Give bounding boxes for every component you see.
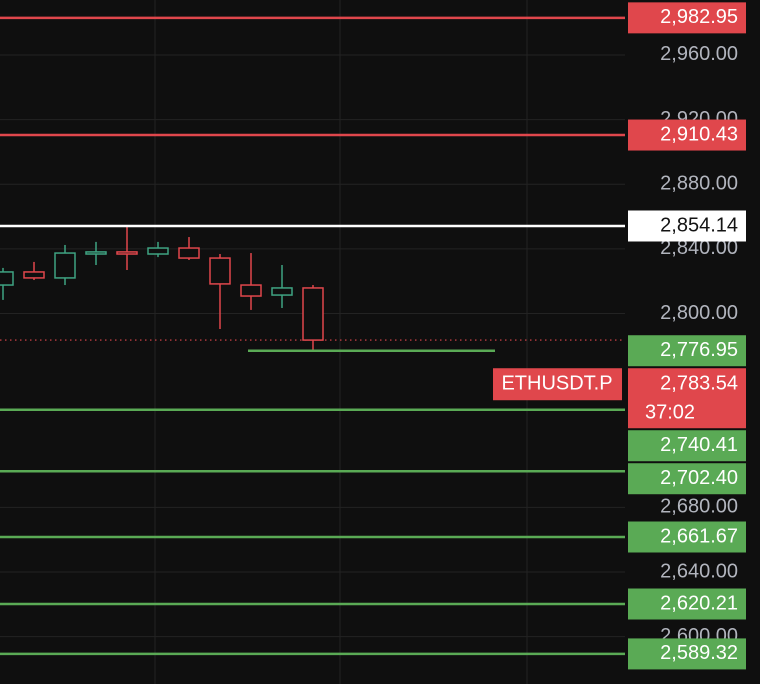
candle-body (240, 284, 262, 297)
level-label: 2,589.32 (660, 642, 738, 664)
last-price-label: 2,783.54 (660, 373, 738, 395)
countdown: 37:02 (645, 402, 695, 424)
level-label: 2,854.14 (660, 214, 738, 236)
level-box (628, 521, 746, 553)
level-box (628, 588, 746, 620)
candle-body (178, 247, 200, 259)
level-label: 2,982.95 (660, 6, 738, 28)
y-tick-label: 2,640.00 (660, 560, 738, 582)
symbol-box (493, 368, 622, 401)
level-label: 2,740.41 (660, 434, 738, 456)
level-label: 2,910.43 (660, 123, 738, 145)
level-box (628, 335, 746, 367)
level-box (628, 119, 746, 151)
level-box (628, 638, 746, 670)
level-label: 2,702.40 (660, 467, 738, 489)
candle-body (23, 271, 45, 279)
y-tick-label: 2,680.00 (660, 496, 738, 518)
last-price-box (628, 368, 746, 429)
level-label: 2,620.21 (660, 592, 738, 614)
candle-body (85, 251, 107, 255)
level-label: 2,776.95 (660, 339, 738, 361)
y-tick-label: 2,800.00 (660, 302, 738, 324)
symbol-label: ETHUSDT.P (501, 373, 612, 395)
level-box (628, 2, 746, 34)
candle-body (54, 252, 76, 279)
level-label: 2,661.67 (660, 525, 738, 547)
level-box (628, 210, 746, 242)
candle-body (302, 287, 324, 341)
y-tick-label: 2,960.00 (660, 43, 738, 65)
level-box (628, 430, 746, 462)
y-tick-label: 2,840.00 (660, 237, 738, 259)
candle-body (271, 287, 293, 296)
candle-body (209, 257, 231, 285)
candle-body (0, 271, 14, 286)
candle-body (116, 251, 138, 255)
level-box (628, 463, 746, 495)
y-tick-label: 2,880.00 (660, 172, 738, 194)
candle-body (147, 247, 169, 255)
